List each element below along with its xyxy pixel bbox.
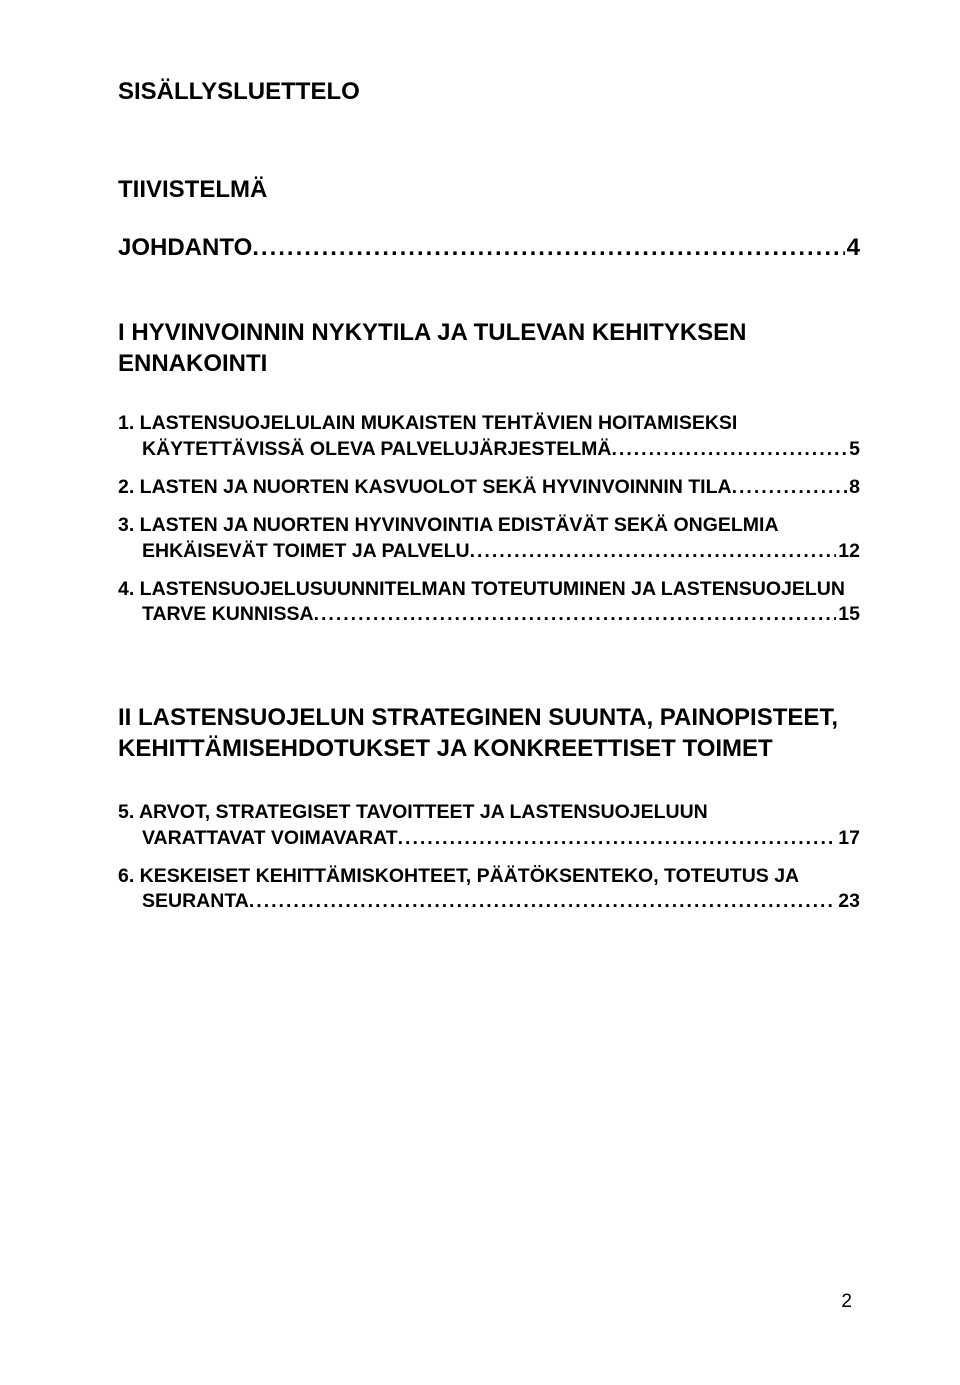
toc-entry-line2: VARATTAVAT VOIMAVARAT (142, 826, 398, 851)
toc-entry-page: 17 (836, 826, 860, 851)
toc-entry-page: 5 (847, 437, 860, 462)
section1-title-line1: I HYVINVOINNIN NYKYTILA JA TULEVAN KEHIT… (118, 317, 860, 348)
toc-entry-line2: EHKÄISEVÄT TOIMET JA PALVELU (142, 539, 470, 564)
leader-dots: ........................................… (612, 437, 848, 462)
toc-entry: 6. KESKEISET KEHITTÄMISKOHTEET, PÄÄTÖKSE… (118, 864, 860, 915)
johdanto-label: JOHDANTO (118, 234, 252, 262)
leader-dots: ........................................… (398, 826, 837, 851)
toc-entry-page: 8 (847, 475, 860, 500)
toc-entry-line1: 5. ARVOT, STRATEGISET TAVOITTEET JA LAST… (118, 800, 860, 825)
toc-entry-line2: TARVE KUNNISSA (142, 602, 314, 627)
toc-entry: 2. LASTEN JA NUORTEN KASVUOLOT SEKÄ HYVI… (118, 475, 860, 500)
toc-entry-line1: 3. LASTEN JA NUORTEN HYVINVOINTIA EDISTÄ… (118, 513, 860, 538)
page-number: 2 (841, 1291, 852, 1313)
heading-tiivistelma: TIIVISTELMÄ (118, 176, 860, 204)
leader-dots: ........................................… (249, 889, 836, 914)
leader-dots: ........................................… (252, 234, 844, 262)
heading-johdanto: JOHDANTO ...............................… (118, 234, 860, 262)
toc-entry-page: 23 (836, 889, 860, 914)
leader-dots: ........................................… (314, 602, 837, 627)
toc-entry-page: 15 (836, 602, 860, 627)
toc-entry: 4. LASTENSUOJELUSUUNNITELMAN TOTEUTUMINE… (118, 577, 860, 628)
toc-entry-page: 12 (836, 539, 860, 564)
toc-entry-line1: 6. KESKEISET KEHITTÄMISKOHTEET, PÄÄTÖKSE… (118, 864, 860, 889)
johdanto-page: 4 (845, 234, 860, 262)
toc-entry: 1. LASTENSUOJELULAIN MUKAISTEN TEHTÄVIEN… (118, 411, 860, 462)
toc-entry: 5. ARVOT, STRATEGISET TAVOITTEET JA LAST… (118, 800, 860, 851)
section2-title-line1: II LASTENSUOJELUN STRATEGINEN SUUNTA, PA… (118, 702, 860, 733)
section1-title-line2: ENNAKOINTI (118, 348, 860, 379)
leader-dots: ........................................… (732, 475, 848, 500)
toc-entry-line1: 4. LASTENSUOJELUSUUNNITELMAN TOTEUTUMINE… (118, 577, 860, 602)
toc-entry-line1: 1. LASTENSUOJELULAIN MUKAISTEN TEHTÄVIEN… (118, 411, 860, 436)
section1-title: I HYVINVOINNIN NYKYTILA JA TULEVAN KEHIT… (118, 317, 860, 379)
toc-entry-line1: 2. LASTEN JA NUORTEN KASVUOLOT SEKÄ HYVI… (118, 475, 732, 500)
toc-entry: 3. LASTEN JA NUORTEN HYVINVOINTIA EDISTÄ… (118, 513, 860, 564)
toc-entry-line2: KÄYTETTÄVISSÄ OLEVA PALVELUJÄRJESTELMÄ (142, 437, 612, 462)
toc-entry-line2: SEURANTA (142, 889, 249, 914)
document-page: SISÄLLYSLUETTELO TIIVISTELMÄ JOHDANTO ..… (0, 0, 960, 1385)
leader-dots: ........................................… (470, 539, 837, 564)
heading-sisallysluettelo: SISÄLLYSLUETTELO (118, 78, 860, 106)
section2-title-line2: KEHITTÄMISEHDOTUKSET JA KONKREETTISET TO… (118, 733, 860, 764)
section2-title: II LASTENSUOJELUN STRATEGINEN SUUNTA, PA… (118, 702, 860, 764)
